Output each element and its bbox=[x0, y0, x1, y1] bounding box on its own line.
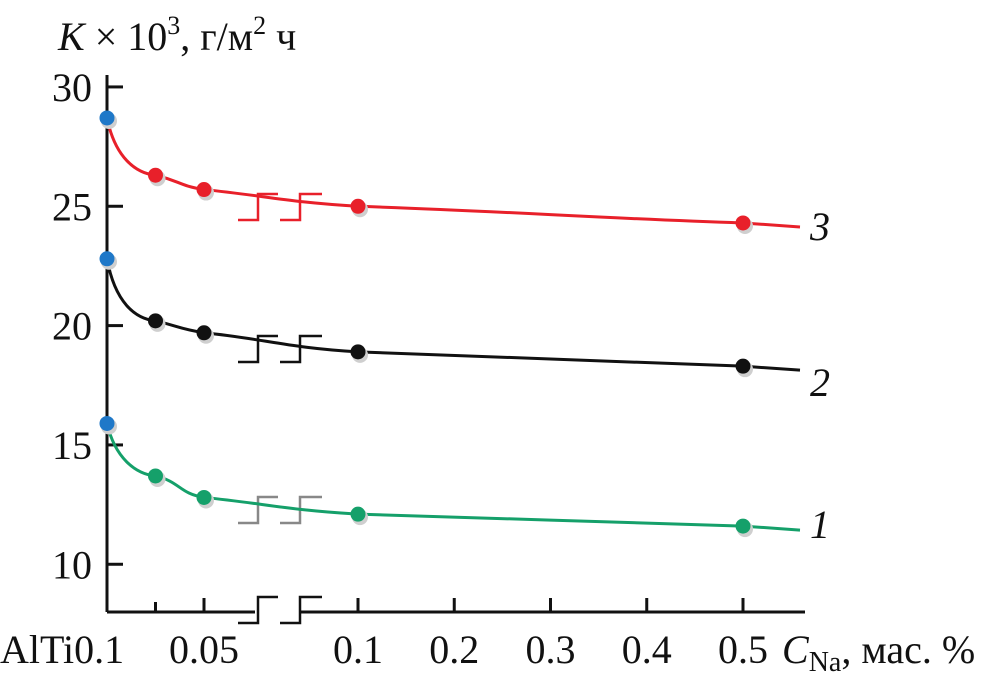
y-tick-label: 25 bbox=[52, 184, 92, 229]
y-tick-label: 20 bbox=[52, 304, 92, 349]
x-tick-label: 0.05 bbox=[169, 627, 239, 672]
series-2-break bbox=[238, 334, 322, 364]
x-tick-label: 0.5 bbox=[718, 627, 768, 672]
series-1-point bbox=[148, 468, 163, 484]
x-tick-label: 0.4 bbox=[622, 627, 672, 672]
series-3-point bbox=[99, 110, 115, 126]
series-1-line bbox=[105, 423, 801, 532]
series-3-point bbox=[148, 167, 163, 183]
series-3-point bbox=[350, 198, 366, 214]
series-1-point bbox=[350, 506, 366, 522]
series-1-point bbox=[99, 415, 115, 431]
x-tick-label: AlTi0.1 bbox=[0, 627, 124, 672]
axis-breaks bbox=[238, 192, 322, 625]
y-tick-label: 10 bbox=[52, 542, 92, 587]
series-2-label: 2 bbox=[810, 360, 830, 405]
series-2-point bbox=[148, 313, 163, 329]
series-1-label: 1 bbox=[810, 502, 830, 547]
series-1-point bbox=[196, 489, 212, 505]
x-tick-label: 0.1 bbox=[333, 627, 383, 672]
series-1-point bbox=[735, 518, 751, 534]
series-3-break bbox=[238, 192, 322, 222]
y-tick-label: 15 bbox=[52, 423, 92, 468]
x-axis-break bbox=[238, 595, 322, 625]
y-axis-title: K × 103, г/м2 ч bbox=[57, 11, 296, 59]
series-3-line bbox=[105, 117, 801, 229]
series-3-point bbox=[735, 215, 751, 231]
x-tick-label: 0.3 bbox=[526, 627, 576, 672]
y-tick-label: 30 bbox=[52, 65, 92, 110]
series-2-point bbox=[99, 251, 115, 267]
x-tick-label: 0.2 bbox=[429, 627, 479, 672]
series-3-point bbox=[196, 182, 212, 198]
series-2-point bbox=[735, 358, 751, 374]
series-3-label: 3 bbox=[809, 204, 830, 249]
series-2-point bbox=[196, 325, 212, 341]
series-2-point bbox=[350, 344, 366, 360]
series-layer: 3 2 1 bbox=[99, 110, 830, 547]
axes: 10 15 20 25 30 AlTi0.1 0.05 0.1 0.2 0.3 0.4 0.5 bbox=[0, 65, 805, 672]
series-2-line bbox=[105, 258, 801, 372]
x-axis-title: CNa, мас. % bbox=[782, 627, 975, 678]
